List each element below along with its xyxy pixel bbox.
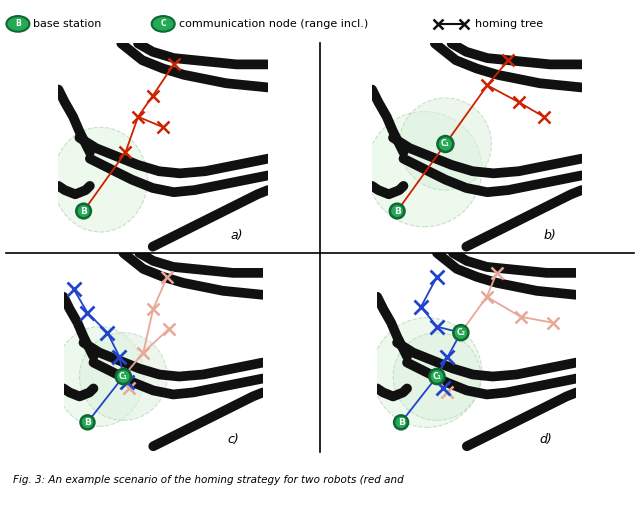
Ellipse shape <box>53 127 147 232</box>
Circle shape <box>116 369 131 384</box>
Ellipse shape <box>372 318 482 427</box>
Text: C₂: C₂ <box>456 328 465 337</box>
Text: a): a) <box>230 229 243 243</box>
Text: B: B <box>397 418 404 427</box>
Circle shape <box>390 204 404 218</box>
Circle shape <box>79 333 167 421</box>
Text: c): c) <box>227 433 239 446</box>
Circle shape <box>81 415 95 429</box>
Circle shape <box>6 16 29 32</box>
Text: B: B <box>15 19 20 29</box>
Circle shape <box>399 98 492 190</box>
Text: communication node (range incl.): communication node (range incl.) <box>179 19 369 29</box>
Text: B: B <box>84 418 91 427</box>
Text: B: B <box>394 206 401 216</box>
Text: C₁: C₁ <box>441 140 450 149</box>
Text: b): b) <box>543 229 556 243</box>
Circle shape <box>393 333 481 421</box>
Circle shape <box>437 136 453 152</box>
Text: Fig. 3: An example scenario of the homing strategy for two robots (red and: Fig. 3: An example scenario of the homin… <box>13 475 404 485</box>
Text: C: C <box>161 19 166 29</box>
Circle shape <box>429 369 445 384</box>
Text: B: B <box>80 206 87 216</box>
Ellipse shape <box>367 111 482 227</box>
Circle shape <box>76 204 91 218</box>
Text: base station: base station <box>33 19 102 29</box>
Text: d): d) <box>540 433 552 446</box>
Text: C₁: C₁ <box>433 372 442 381</box>
Circle shape <box>152 16 175 32</box>
Text: C₁: C₁ <box>119 372 128 381</box>
Ellipse shape <box>54 327 144 426</box>
Circle shape <box>453 325 468 340</box>
Text: homing tree: homing tree <box>475 19 543 29</box>
Circle shape <box>394 415 408 429</box>
